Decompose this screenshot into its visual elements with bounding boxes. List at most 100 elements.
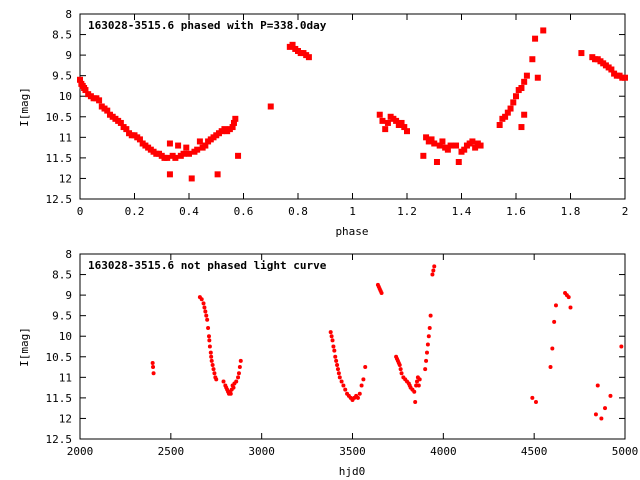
unphased-data-point (210, 363, 215, 367)
unphased-data-point (427, 326, 432, 330)
unphased-data-point (199, 297, 204, 302)
unphased-data-point (337, 375, 342, 380)
unphased-x-axis-label: hjd0 (339, 465, 366, 478)
unphased-data-point (211, 367, 216, 372)
unphased-data-point (331, 344, 336, 349)
unphased-data-point (397, 363, 402, 367)
unphased-x-tick-label: 5000 (612, 445, 639, 458)
phased-data-point (186, 150, 192, 157)
phased-data-point (455, 159, 462, 165)
unphased-x-tick-label: 4000 (430, 445, 457, 458)
unphased-data-point (413, 400, 418, 404)
unphased-data-point (204, 313, 209, 318)
phased-data-point (608, 66, 615, 73)
unphased-data-point (237, 365, 242, 370)
unphased-data-point (208, 350, 213, 355)
unphased-data-point (206, 334, 211, 339)
unphased-y-tick-label: 9.5 (52, 310, 72, 323)
phased-data-point (504, 109, 511, 116)
phased-y-tick-label: 9 (65, 49, 72, 62)
unphased-data-point (150, 360, 155, 365)
unphased-data-point (206, 326, 211, 330)
unphased-data-point (599, 416, 604, 421)
phased-data-point (518, 85, 525, 91)
phased-data-point (166, 171, 173, 178)
phased-data-point (453, 142, 460, 149)
unphased-data-point (238, 358, 243, 363)
unphased-x-tick-label: 2500 (158, 445, 185, 458)
phased-data-point (136, 136, 143, 143)
unphased-data-point (608, 393, 613, 398)
phased-y-tick-label: 8.5 (52, 29, 72, 42)
unphased-data-point (209, 358, 214, 363)
phased-data-point (194, 146, 201, 153)
phased-x-tick-label: 1.8 (561, 205, 581, 218)
phased-y-tick-label: 11.5 (46, 152, 73, 165)
phased-data-point (507, 105, 514, 112)
unphased-data-point (151, 365, 156, 370)
phased-data-point (401, 124, 408, 131)
phased-data-point (196, 138, 203, 145)
phased-data-point (96, 97, 103, 104)
phased-data-point (398, 119, 405, 126)
unphased-data-point (595, 383, 600, 388)
phased-data-point (529, 56, 536, 63)
unphased-data-point (566, 295, 571, 300)
unphased-data-point (426, 334, 431, 339)
phased-data-point (175, 142, 182, 149)
phased-x-tick-label: 0 (77, 205, 84, 218)
unphased-y-tick-label: 10 (59, 330, 72, 343)
phased-data-point (229, 124, 236, 131)
unphased-data-point (330, 338, 335, 343)
phased-data-point (379, 117, 386, 124)
unphased-data-point (412, 389, 417, 394)
unphased-y-tick-label: 11.5 (46, 392, 73, 405)
phased-data-point (472, 144, 479, 151)
phased-data-point (267, 103, 274, 110)
unphased-data-point (553, 303, 558, 308)
phased-data-point (232, 115, 239, 122)
phased-data-point (82, 87, 89, 94)
unphased-data-point (431, 268, 436, 273)
phased-ticks: 0 0.2 0.4 0.6 0.8 1 1.2 1.4 1.6 1.8 2 8 8.5 9 9.5 10 10.… (46, 8, 629, 218)
unphased-y-tick-label: 8.5 (52, 269, 72, 282)
unphased-data-point (151, 371, 156, 376)
phased-data-point (433, 159, 440, 165)
unphased-data-point (619, 344, 624, 349)
phased-data-point (502, 113, 509, 120)
phased-data-point (289, 41, 296, 48)
unphased-data-point (548, 365, 553, 370)
phased-data-point (376, 111, 383, 118)
unphased-data-point (336, 371, 341, 376)
phased-data-point (521, 111, 528, 118)
phased-y-tick-label: 10.5 (46, 111, 73, 124)
unphased-data-point (603, 406, 608, 411)
phased-data-point (513, 93, 519, 100)
unphased-data-point (552, 319, 557, 324)
phased-data-point (431, 140, 438, 147)
unphased-data-point (236, 371, 241, 376)
unphased-data-point (202, 305, 207, 310)
phased-y-tick-label: 9.5 (52, 70, 72, 83)
unphased-data-point (593, 412, 598, 417)
phased-y-tick-label: 10 (59, 90, 72, 103)
unphased-data-point (329, 334, 334, 339)
unphased-light-curve-panel: 2000 2500 3000 3500 4000 4500 5000 8 8.5 9 9.5 10 10… (18, 248, 638, 478)
unphased-data-point (361, 377, 366, 382)
unphased-data-point (212, 371, 217, 376)
phased-data-point (540, 27, 547, 34)
unphased-data-point (209, 354, 214, 359)
phased-y-axis-label: I[mag] (18, 87, 31, 127)
unphased-data-point (201, 301, 206, 306)
unphased-y-tick-label: 9 (65, 289, 72, 302)
unphased-data-point (550, 346, 555, 351)
unphased-x-tick-label: 3000 (248, 445, 275, 458)
unphased-data-point (343, 387, 348, 392)
phased-data-point (180, 150, 187, 157)
phased-data-point (123, 126, 130, 133)
phased-data-point (117, 119, 124, 126)
phased-data-point (166, 140, 173, 147)
phased-x-tick-label: 1.6 (506, 205, 526, 218)
